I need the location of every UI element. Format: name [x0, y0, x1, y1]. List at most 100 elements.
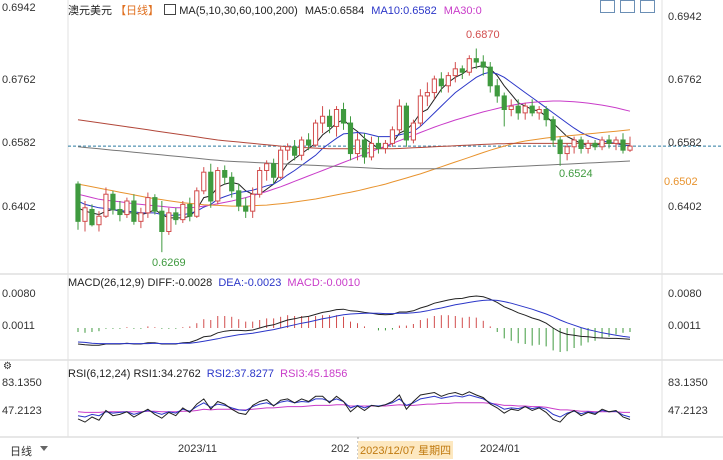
candle-body — [557, 139, 563, 155]
candle-body — [459, 68, 465, 73]
close-icon[interactable] — [640, 0, 655, 13]
ma5-value: MA5:0.6584 — [304, 5, 365, 17]
candle-body — [368, 142, 375, 158]
candle-body — [445, 75, 451, 87]
macd-left-tick: 0.0080 — [2, 288, 36, 300]
gear-icon[interactable]: ⚙ — [3, 361, 12, 372]
candle-body — [501, 95, 507, 110]
candle-body — [389, 129, 396, 144]
rsi1-line — [77, 391, 631, 423]
candle-body — [208, 171, 214, 202]
candle-body — [215, 170, 221, 202]
candle-body — [152, 197, 158, 212]
candle-body — [431, 78, 437, 94]
candle-body — [96, 215, 102, 226]
candle-body — [278, 149, 284, 178]
candle-body — [319, 115, 326, 124]
chart-header: 澳元美元 【日线】 MA(5,10,30,60,100,200) MA5:0.6… — [68, 2, 482, 18]
candle-body — [606, 139, 612, 144]
candle-body — [292, 146, 298, 156]
candle-body — [103, 193, 109, 217]
settings-icon[interactable] — [620, 0, 635, 13]
period-button[interactable]: 日线 — [10, 446, 32, 458]
candle-body — [222, 170, 228, 178]
rsi2-line — [77, 394, 631, 418]
candle-body — [620, 139, 626, 151]
x-tick: 2024/01 — [480, 443, 520, 455]
candle-body — [543, 109, 549, 121]
candle-body — [494, 85, 500, 97]
y-tick: 0.6942 — [668, 11, 702, 23]
candle-body — [522, 105, 528, 114]
candle-body — [410, 122, 416, 141]
left-y-tick: 0.6762 — [2, 74, 36, 86]
candle-body — [333, 109, 340, 127]
y-tick: 0.6402 — [668, 201, 702, 213]
candle-body — [396, 105, 403, 131]
left-top-value: 0.6942 — [2, 2, 36, 14]
rsi-right-tick: 83.1350 — [668, 377, 708, 389]
macd-header: MACD(26,12,9) DIFF:-0.0028 DEA:-0.0023 M… — [68, 277, 360, 289]
candle-body — [340, 109, 347, 124]
ma-line-ma5 — [77, 64, 631, 219]
macd-diff: DIFF:-0.0028 — [147, 277, 213, 289]
candle-body — [236, 190, 242, 207]
indicator-icon[interactable] — [164, 4, 177, 15]
macd-right-tick: 0.0080 — [668, 288, 702, 300]
candle-body — [173, 212, 179, 221]
candle-body — [89, 208, 95, 226]
left-y-tick: 0.6402 — [2, 201, 36, 213]
candle-body — [403, 105, 410, 141]
candle-body — [131, 200, 137, 222]
candle-body — [250, 193, 256, 212]
expand-icon[interactable] — [600, 0, 615, 13]
candle-body — [257, 170, 263, 195]
candle-body — [187, 203, 193, 217]
rsi-left-tick: 83.1350 — [2, 377, 42, 389]
low-annotation-left: 0.6269 — [152, 257, 186, 269]
candle-body — [312, 122, 319, 146]
rsi-panel — [77, 391, 631, 423]
candle-body — [305, 139, 312, 146]
candle-body — [285, 146, 291, 151]
candle-body — [417, 95, 423, 124]
candle-body — [585, 142, 591, 149]
period-label[interactable]: 【日线】 — [115, 5, 160, 17]
ma-line-ma200 — [77, 146, 631, 170]
candle-body — [487, 66, 493, 87]
macd-title[interactable]: MACD(26,12,9) — [68, 277, 145, 289]
candle-body — [473, 58, 479, 63]
candle-body — [82, 207, 88, 222]
ma10-value: MA10:0.6582 — [371, 5, 437, 17]
y-tick: 0.6762 — [668, 74, 702, 86]
macd-right-tick: 0.0011 — [668, 320, 701, 332]
candle-body — [194, 190, 200, 217]
candle-body — [375, 142, 382, 149]
candle-body — [110, 193, 116, 210]
rsi-title[interactable]: RSI(6,12,24) — [68, 368, 131, 380]
y-tick: 0.6582 — [668, 137, 702, 149]
candle-body — [480, 61, 486, 68]
candle-body — [571, 139, 577, 148]
candle-body — [124, 200, 130, 216]
rsi-left-tick: 47.2123 — [2, 405, 42, 417]
macd-value: MACD:-0.0010 — [287, 277, 361, 289]
candle-body — [438, 78, 444, 87]
ma30-value: MA30:0 — [443, 5, 482, 17]
candle-body — [347, 122, 354, 155]
candle-body — [264, 163, 270, 172]
chevron-down-icon[interactable] — [40, 446, 48, 451]
rsi-header: RSI(6,12,24) RSI1:34.2762 RSI2:37.8277 R… — [68, 368, 347, 380]
rsi-right-tick: 47.2123 — [668, 405, 708, 417]
ma-right-label: 0.6502 — [664, 176, 698, 188]
candle-body — [515, 105, 521, 114]
ma-params[interactable]: MA(5,10,30,60,100,200) — [179, 5, 298, 17]
candle-body — [138, 212, 144, 222]
ma-line-ma60 — [77, 129, 631, 207]
candle-body — [529, 105, 535, 114]
left-y-tick: 0.6582 — [2, 137, 36, 149]
candle-body — [298, 139, 305, 156]
candle-body — [508, 105, 514, 111]
macd-panel — [77, 295, 631, 352]
ma-line-ma100 — [77, 119, 631, 150]
